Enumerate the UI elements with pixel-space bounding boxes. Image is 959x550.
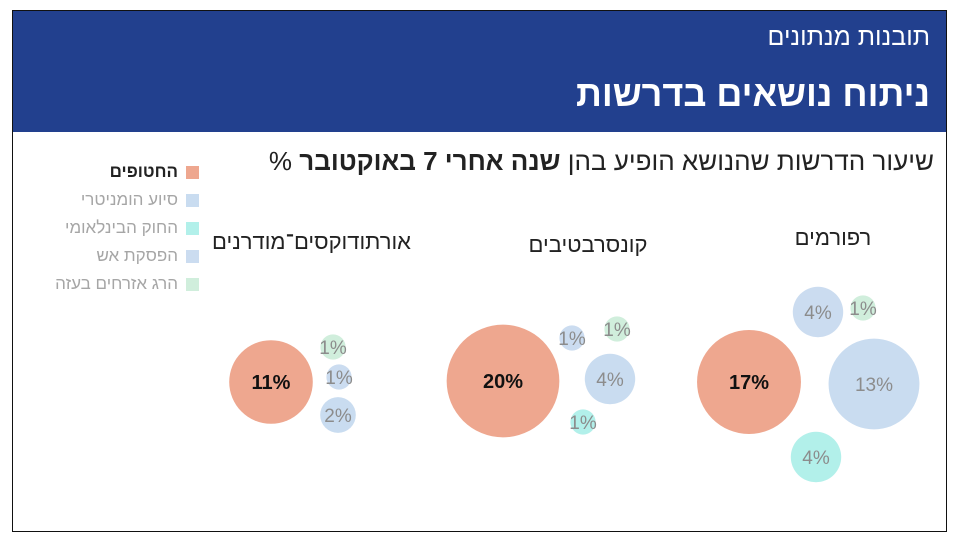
bubble-2-החטופים xyxy=(697,330,801,434)
bubble-label-1-החוק-הבינלאומי: 1% xyxy=(569,413,597,434)
legend-item-international-law: החוק הבינלאומי xyxy=(53,214,199,242)
bubble-2-החוק-הבינלאומי xyxy=(790,431,842,483)
bubble-0-הרג-אזרחים-בעזה xyxy=(320,334,346,360)
bubble-2-הרג-אזרחים-בעזה xyxy=(850,295,876,321)
bubble-1-החטופים xyxy=(446,324,560,438)
legend-swatch-hostages xyxy=(186,165,199,179)
page-title: ניתוח נושאים בדרשות xyxy=(575,73,930,114)
bubble-1-הרג-אזרחים-בעזה xyxy=(604,316,630,342)
legend-label-hostages: החטופים xyxy=(109,162,178,181)
legend: החטופים סיוע הומניטרי החוק הבינלאומי הפס… xyxy=(53,158,199,298)
legend-item-humanitarian-aid: סיוע הומניטרי xyxy=(53,186,199,214)
bubble-1-סיוע-הומניטרי xyxy=(584,353,636,405)
subtitle-prefix: שיעור הדרשות שהנושא הופיע בהן xyxy=(567,146,934,176)
slide: תובנות מנתונים ניתוח נושאים בדרשות שיעור… xyxy=(12,10,947,532)
bubble-0-הפסקת-אש xyxy=(326,364,352,390)
bubble-2-הפסקת-אש xyxy=(792,286,844,338)
bubble-label-0-הפסקת-אש: 1% xyxy=(325,368,353,389)
legend-label-ceasefire: הפסקת אש xyxy=(96,246,178,265)
bubble-label-1-הרג-אזרחים-בעזה: 1% xyxy=(603,320,631,341)
legend-swatch-ceasefire xyxy=(186,249,199,263)
bubble-label-0-הרג-אזרחים-בעזה: 1% xyxy=(319,338,347,359)
legend-item-ceasefire: הפסקת אש xyxy=(53,242,199,270)
bubble-label-2-הרג-אזרחים-בעזה: 1% xyxy=(849,299,877,320)
legend-label-international-law: החוק הבינלאומי xyxy=(65,218,178,237)
legend-swatch-humanitarian-aid xyxy=(186,193,199,207)
bubble-label-2-החטופים: 17% xyxy=(729,372,769,394)
kicker-text: תובנות מנתונים xyxy=(767,23,930,51)
bubble-label-1-החטופים: 20% xyxy=(483,371,523,393)
bubble-label-1-הפסקת-אש: 1% xyxy=(558,329,586,350)
bubble-label-2-החוק-הבינלאומי: 4% xyxy=(802,448,830,469)
bubble-label-2-סיוע-הומניטרי: 13% xyxy=(855,375,893,396)
group-label-modern-orthodox: אורתודוקסים־מודרנים xyxy=(212,229,411,254)
legend-label-civilian-deaths: הרג אזרחים בעזה xyxy=(55,274,178,293)
bubble-2-סיוע-הומניטרי xyxy=(828,338,920,430)
legend-swatch-international-law xyxy=(186,221,199,235)
bubble-label-0-החטופים: 11% xyxy=(252,372,291,394)
subtitle-bold: שנה אחרי 7 באוקטובר xyxy=(299,146,561,176)
legend-swatch-civilian-deaths xyxy=(186,277,199,291)
bubble-label-2-הפסקת-אש: 4% xyxy=(804,303,832,324)
group-label-reform: רפורמים xyxy=(794,225,872,250)
bubble-label-0-סיוע-הומניטרי: 2% xyxy=(324,406,352,427)
chart-subtitle: שיעור הדרשות שהנושא הופיע בהן שנה אחרי 7… xyxy=(269,146,934,177)
legend-label-humanitarian-aid: סיוע הומניטרי xyxy=(80,190,178,209)
bubble-label-1-סיוע-הומניטרי: 4% xyxy=(596,370,624,391)
bubble-1-החוק-הבינלאומי xyxy=(570,409,596,435)
legend-item-hostages: החטופים xyxy=(53,158,199,186)
bubble-1-הפסקת-אש xyxy=(559,325,585,351)
bubble-chart: 11% 1% 1% 2% 20% 1% 1% 4% 1% 17% 4% 1% 13% 4% xyxy=(229,286,920,483)
header-banner: תובנות מנתונים ניתוח נושאים בדרשות xyxy=(13,11,946,132)
bubble-0-סיוע-הומניטרי xyxy=(320,397,356,433)
bubble-0-החטופים xyxy=(229,340,313,424)
legend-item-civilian-deaths: הרג אזרחים בעזה xyxy=(53,270,199,298)
subtitle-suffix: % xyxy=(268,146,293,176)
group-label-conservative: קונסרבטיבים xyxy=(528,232,648,257)
